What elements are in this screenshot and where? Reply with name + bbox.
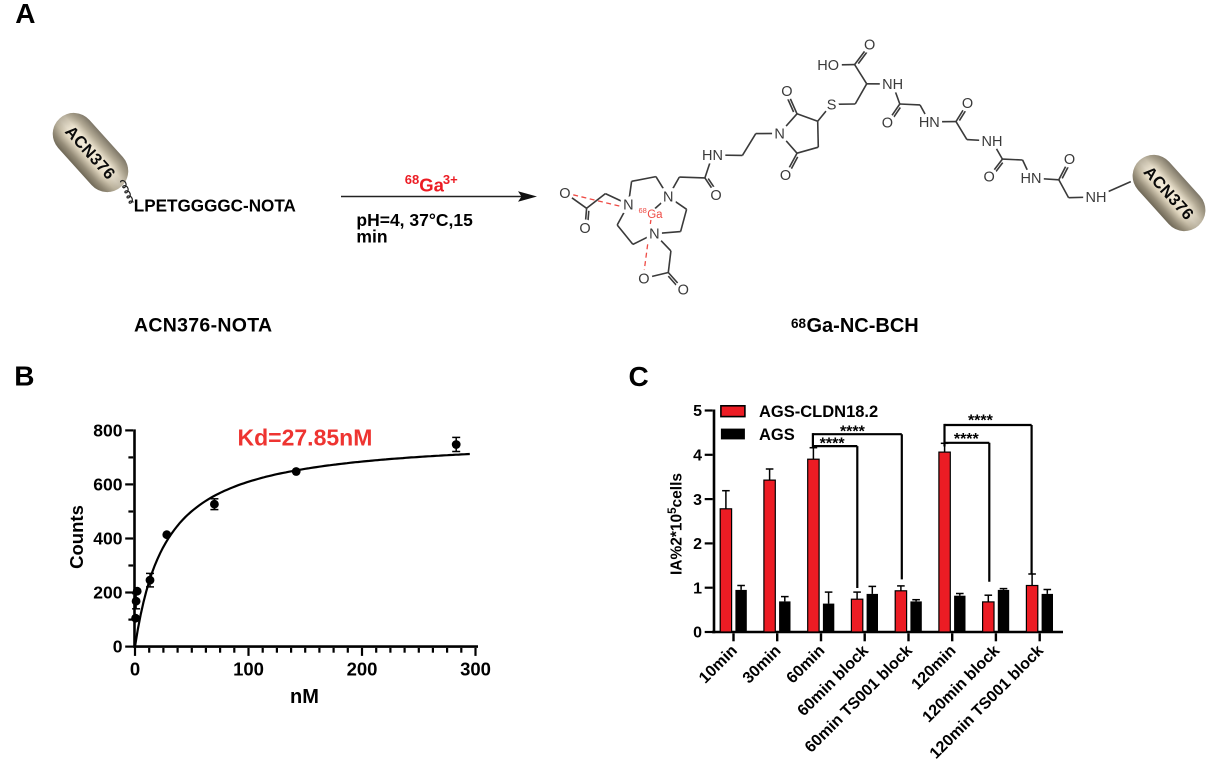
svg-text:O: O — [962, 96, 973, 112]
svg-text:HO: HO — [817, 58, 839, 74]
svg-text:N: N — [649, 227, 659, 243]
svg-text:68: 68 — [639, 206, 647, 215]
svg-text:Ga: Ga — [419, 174, 444, 195]
svg-text:0: 0 — [113, 637, 123, 657]
svg-text:****: **** — [954, 431, 980, 448]
svg-text:600: 600 — [93, 474, 122, 494]
svg-text:NH: NH — [1086, 190, 1107, 206]
svg-text:10min: 10min — [696, 642, 741, 687]
svg-text:NH: NH — [982, 134, 1003, 150]
svg-text:HN: HN — [919, 115, 940, 131]
svg-text:68: 68 — [791, 316, 807, 331]
svg-text:200: 200 — [93, 583, 122, 603]
svg-text:pH=4, 37°C,15: pH=4, 37°C,15 — [356, 210, 473, 230]
svg-text:3+: 3+ — [443, 172, 458, 187]
svg-text:300: 300 — [460, 659, 491, 680]
svg-text:120min block: 120min block — [920, 642, 1004, 726]
svg-text:Counts: Counts — [66, 505, 87, 569]
svg-text:O: O — [781, 84, 792, 100]
svg-text:O: O — [864, 37, 875, 53]
svg-text:S: S — [827, 97, 837, 113]
svg-text:O: O — [710, 188, 721, 204]
svg-text:400: 400 — [93, 529, 122, 549]
svg-text:Kd=27.85nM: Kd=27.85nM — [238, 425, 373, 451]
svg-text:****: **** — [820, 436, 846, 453]
svg-text:0: 0 — [130, 659, 140, 680]
svg-text:ACN376-NOTA: ACN376-NOTA — [134, 315, 272, 337]
svg-text:N: N — [663, 190, 673, 206]
svg-text:800: 800 — [93, 420, 122, 440]
svg-text:N: N — [774, 126, 784, 142]
svg-text:****: **** — [840, 424, 866, 441]
svg-text:HN: HN — [1021, 171, 1042, 187]
svg-text:O: O — [1064, 152, 1075, 168]
svg-text:0: 0 — [693, 625, 702, 642]
svg-text:Ga-NC-BCH: Ga-NC-BCH — [807, 315, 919, 337]
svg-text:IA%2*105cells: IA%2*105cells — [667, 473, 686, 575]
svg-text:C: C — [629, 361, 649, 392]
svg-text:3: 3 — [693, 492, 702, 509]
svg-text:200: 200 — [347, 659, 378, 680]
svg-text:O: O — [559, 186, 570, 202]
svg-text:AGS-CLDN18.2: AGS-CLDN18.2 — [759, 403, 878, 421]
svg-text:5: 5 — [693, 403, 702, 420]
svg-text:AGS: AGS — [759, 426, 795, 444]
svg-text:A: A — [15, 0, 35, 29]
svg-text:nM: nM — [290, 686, 319, 708]
svg-text:O: O — [984, 170, 995, 186]
svg-text:HN: HN — [702, 148, 723, 164]
svg-text:Ga: Ga — [647, 209, 663, 221]
svg-text:****: **** — [968, 412, 994, 429]
svg-text:30min: 30min — [740, 642, 785, 687]
svg-text:O: O — [678, 283, 689, 299]
svg-text:min: min — [356, 227, 387, 247]
svg-text:100: 100 — [233, 659, 264, 680]
svg-text:B: B — [14, 361, 34, 392]
svg-text:4: 4 — [693, 448, 702, 465]
svg-text:68: 68 — [405, 172, 419, 187]
svg-text:LPETGGGGC-NOTA: LPETGGGGC-NOTA — [134, 197, 296, 216]
svg-text:O: O — [579, 221, 590, 237]
svg-text:NH: NH — [882, 77, 903, 93]
svg-text:1: 1 — [693, 580, 702, 597]
svg-text:O: O — [882, 115, 893, 131]
svg-text:2: 2 — [693, 536, 702, 553]
svg-text:O: O — [780, 168, 791, 184]
svg-text:O: O — [638, 272, 649, 288]
svg-text:N: N — [623, 197, 633, 213]
